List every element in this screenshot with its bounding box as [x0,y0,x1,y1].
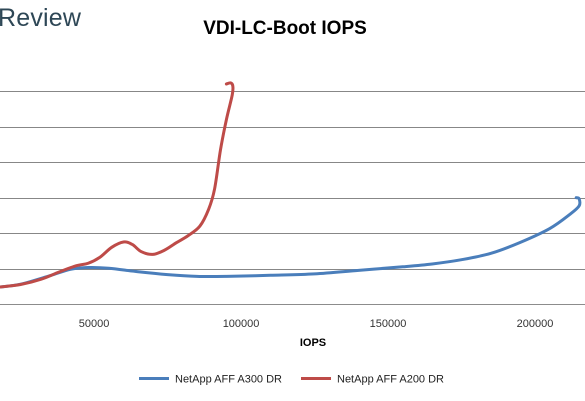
series-line [0,196,582,289]
x-tick-labels: 50000 100000 150000 200000 [79,318,554,330]
gridlines [0,91,585,305]
x-axis-label: IOPS [300,337,326,349]
x-tick-label: 100000 [223,318,260,330]
series-group [0,196,582,289]
legend: NetApp AFF A300 DR NetApp AFF A200 DR [139,374,444,386]
x-tick-label: 50000 [79,318,110,330]
series-group [0,81,235,289]
chart-title: VDI-LC-Boot IOPS [203,18,367,39]
x-tick-label: 150000 [370,318,407,330]
legend-label: NetApp AFF A200 DR [337,374,444,386]
brand-logo-text: Review [0,4,82,32]
x-tick-label: 200000 [517,318,554,330]
series-line [0,81,235,289]
legend-label: NetApp AFF A300 DR [175,374,282,386]
series-layer [0,81,582,289]
